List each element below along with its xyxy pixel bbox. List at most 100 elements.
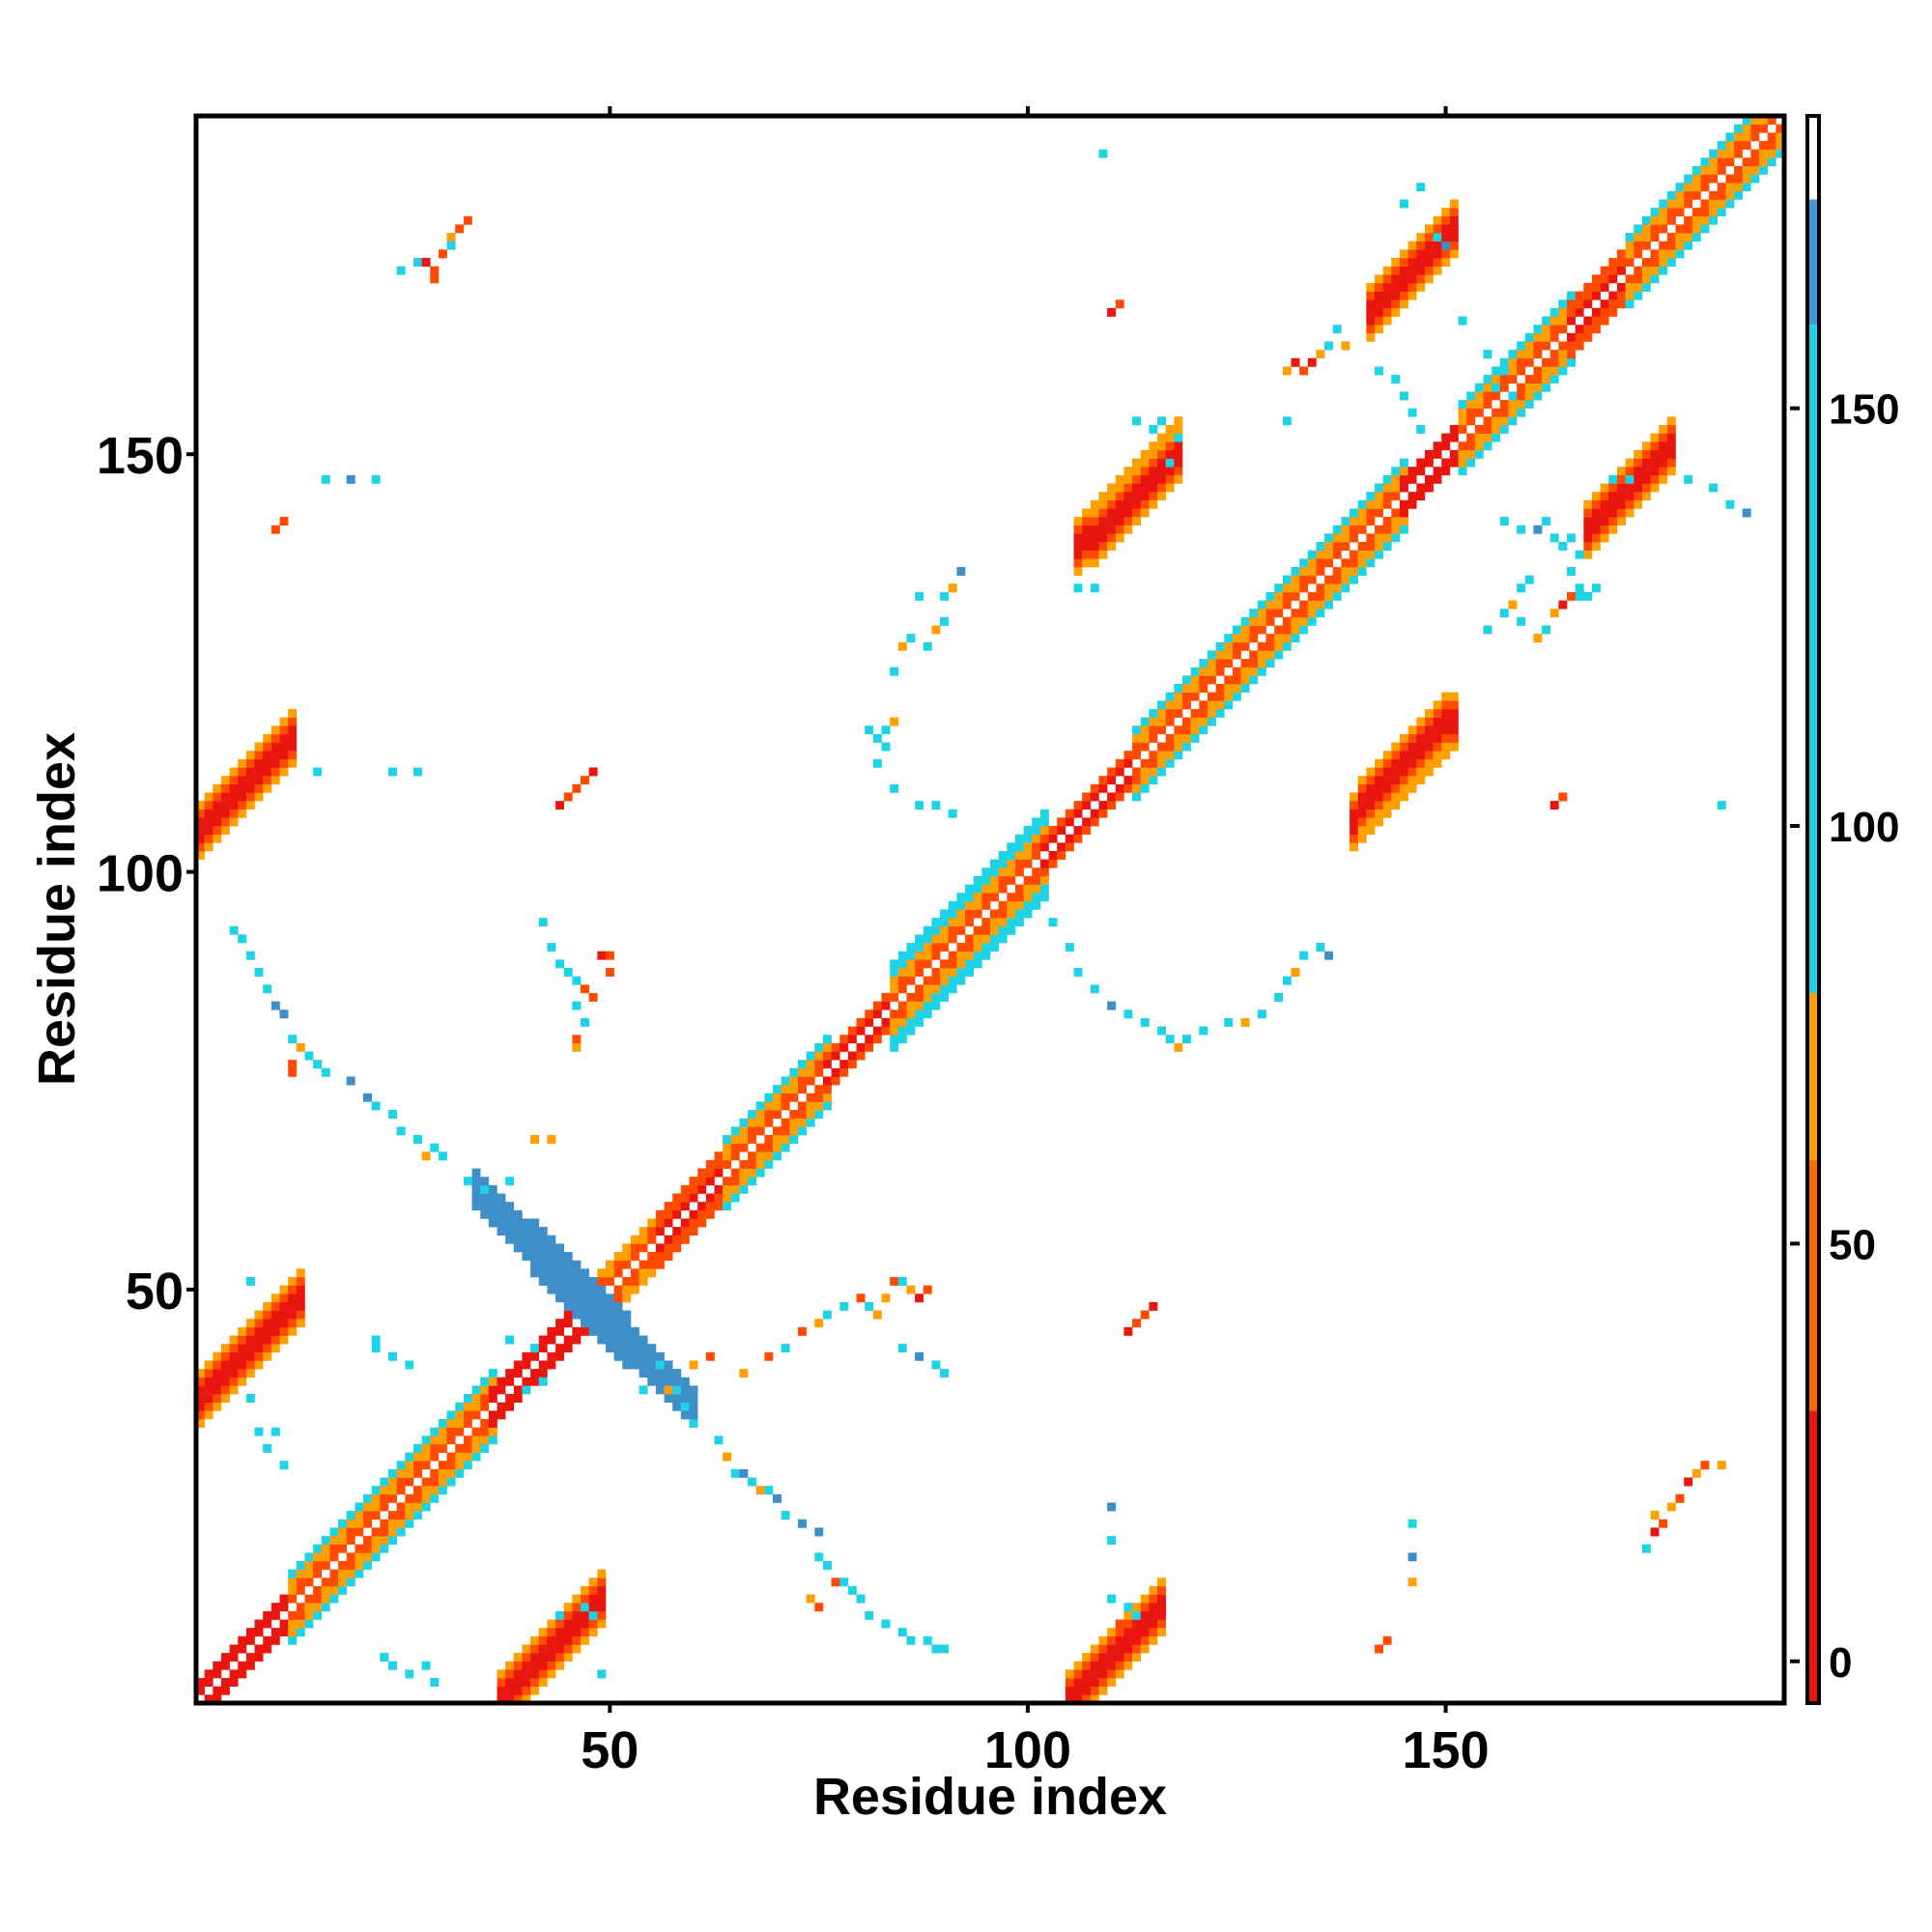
heatmap-cell [1140, 767, 1150, 777]
heatmap-cell [279, 1603, 289, 1612]
heatmap-cell [1524, 391, 1534, 401]
heatmap-cell [1407, 1519, 1417, 1528]
heatmap-cell [1199, 667, 1208, 676]
heatmap-cell [1316, 566, 1325, 576]
heatmap-cell [229, 817, 239, 827]
heatmap-cell [572, 1276, 582, 1286]
heatmap-cell [505, 1202, 515, 1211]
heatmap-cell [1399, 483, 1408, 493]
heatmap-cell [1073, 968, 1083, 977]
heatmap-cell [998, 900, 1008, 910]
heatmap-cell [1375, 776, 1383, 785]
heatmap-cell [1190, 717, 1200, 726]
heatmap-cell [455, 1443, 465, 1453]
heatmap-cell [1199, 1026, 1208, 1036]
heatmap-cell [1240, 667, 1250, 676]
heatmap-cell [697, 1177, 707, 1186]
heatmap-cell [1375, 542, 1383, 551]
heatmap-cell [254, 758, 264, 768]
heatmap-cell [288, 1319, 298, 1328]
heatmap-cell [388, 1486, 397, 1495]
heatmap-cell [613, 1344, 623, 1353]
heatmap-cell [1742, 174, 1751, 184]
heatmap-cell [1182, 733, 1191, 743]
heatmap-cell [1375, 499, 1383, 509]
heatmap-cell [1032, 817, 1041, 827]
heatmap-cell [538, 1260, 548, 1269]
heatmap-cell [313, 1544, 323, 1553]
heatmap-cell [1107, 801, 1117, 810]
heatmap-cell [1725, 199, 1735, 209]
heatmap-cell [1157, 717, 1166, 726]
heatmap-cell [1073, 583, 1083, 593]
heatmap-cell [1641, 441, 1651, 451]
heatmap-cell [530, 1268, 540, 1278]
heatmap-cell [1616, 467, 1626, 476]
heatmap-cell [1048, 859, 1058, 868]
heatmap-cell [1433, 249, 1442, 259]
heatmap-cell [279, 517, 289, 526]
heatmap-cell [270, 1326, 280, 1336]
heatmap-cell [1140, 733, 1150, 743]
heatmap-cell [288, 1293, 298, 1303]
heatmap-cell [1257, 659, 1266, 668]
heatmap-cell [1082, 533, 1092, 543]
heatmap-cell [1140, 1017, 1150, 1027]
heatmap-cell [1634, 224, 1643, 234]
heatmap-cell [1366, 792, 1376, 802]
heatmap-cell [522, 1235, 531, 1244]
heatmap-cell [948, 984, 957, 994]
heatmap-cell [981, 934, 991, 944]
heatmap-cell [872, 1035, 882, 1044]
heatmap-cell [622, 1319, 632, 1328]
heatmap-cell [597, 1669, 607, 1679]
heatmap-cell [538, 1227, 548, 1236]
heatmap-cell [547, 1335, 556, 1345]
heatmap-cell [1608, 258, 1618, 267]
heatmap-cell [1107, 1635, 1117, 1645]
heatmap-cell [748, 1159, 757, 1169]
heatmap-cell [1157, 1585, 1166, 1595]
heatmap-cell [588, 1310, 598, 1320]
heatmap-cell [588, 1585, 598, 1595]
heatmap-cell [948, 925, 957, 935]
heatmap-cell [1650, 215, 1660, 225]
heatmap-cell [480, 1435, 490, 1445]
heatmap-cell [338, 1527, 348, 1537]
heatmap-cell [714, 1159, 724, 1169]
heatmap-cell [588, 1603, 598, 1612]
heatmap-cell [1424, 483, 1434, 493]
heatmap-cell [1734, 165, 1744, 175]
heatmap-cell [321, 1585, 330, 1595]
heatmap-cell [1157, 492, 1166, 501]
heatmap-cell [355, 1511, 364, 1520]
heatmap-cell [1549, 609, 1559, 618]
heatmap-cell [597, 1594, 607, 1604]
heatmap-cell [1316, 558, 1325, 568]
heatmap-cell [1742, 183, 1751, 192]
heatmap-cell [371, 1511, 381, 1520]
heatmap-cell [1382, 307, 1392, 317]
heatmap-cell [1316, 350, 1325, 359]
heatmap-cell [1190, 725, 1200, 735]
heatmap-cell [1073, 1661, 1083, 1670]
heatmap-cell [497, 1694, 506, 1704]
heatmap-cell [1399, 751, 1408, 760]
heatmap-cell [1517, 341, 1526, 351]
heatmap-cell [990, 918, 999, 927]
heatmap-cell [1332, 533, 1342, 543]
heatmap-cell [1023, 893, 1033, 902]
heatmap-cell [1433, 733, 1442, 743]
heatmap-cell [605, 1268, 614, 1278]
heatmap-cell [581, 1276, 589, 1286]
heatmap-cell [613, 1335, 623, 1345]
heatmap-cell [915, 934, 924, 944]
heatmap-cell [1023, 850, 1033, 860]
heatmap-cell [1424, 233, 1434, 242]
heatmap-cell [890, 783, 899, 793]
heatmap-cell [279, 1335, 289, 1345]
heatmap-cell [1149, 1603, 1158, 1612]
heatmap-cell [1717, 199, 1726, 209]
heatmap-cell [1382, 492, 1392, 501]
heatmap-cell [1650, 483, 1660, 493]
